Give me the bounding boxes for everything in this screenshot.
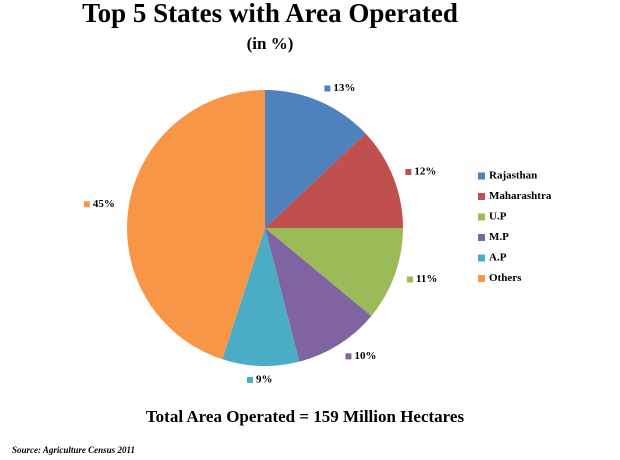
data-label: 9% bbox=[256, 373, 273, 385]
pie-slice bbox=[265, 133, 403, 228]
pie-slice bbox=[222, 228, 300, 366]
chart-subtitle: (in %) bbox=[247, 34, 294, 53]
legend-label: A.P bbox=[489, 252, 507, 264]
annotation: Total Area Operated = 159 Million Hectar… bbox=[146, 407, 465, 426]
source: Source: Agriculture Census 2011 bbox=[12, 445, 135, 455]
data-label: 13% bbox=[333, 82, 355, 94]
pie-slice bbox=[265, 228, 404, 316]
legend-label: Rajasthan bbox=[489, 170, 537, 182]
legend-swatch bbox=[478, 213, 485, 221]
data-label: 45% bbox=[93, 198, 115, 210]
legend-label: M.P bbox=[489, 231, 509, 243]
data-label: 11% bbox=[416, 273, 437, 285]
pie-slice bbox=[265, 228, 372, 362]
legend-label: U.P bbox=[489, 211, 507, 223]
data-label: 12% bbox=[414, 166, 436, 178]
data-label: 10% bbox=[354, 350, 376, 362]
legend-swatch bbox=[478, 275, 485, 282]
pie-slice bbox=[265, 90, 366, 228]
label-marker bbox=[246, 376, 253, 383]
legend-swatch bbox=[478, 254, 485, 262]
legend-swatch bbox=[478, 193, 485, 200]
legend-label: Maharashtra bbox=[489, 190, 552, 202]
legend-swatch bbox=[478, 234, 485, 241]
label-marker bbox=[324, 85, 331, 92]
chart-title: Top 5 States with Area Operated bbox=[82, 0, 458, 28]
label-marker bbox=[83, 201, 90, 208]
legend-swatch bbox=[478, 172, 485, 180]
label-marker bbox=[407, 276, 414, 283]
legend-label: Others bbox=[489, 272, 522, 284]
label-marker bbox=[345, 353, 352, 360]
pie-slice bbox=[127, 90, 265, 360]
label-marker bbox=[405, 169, 412, 176]
